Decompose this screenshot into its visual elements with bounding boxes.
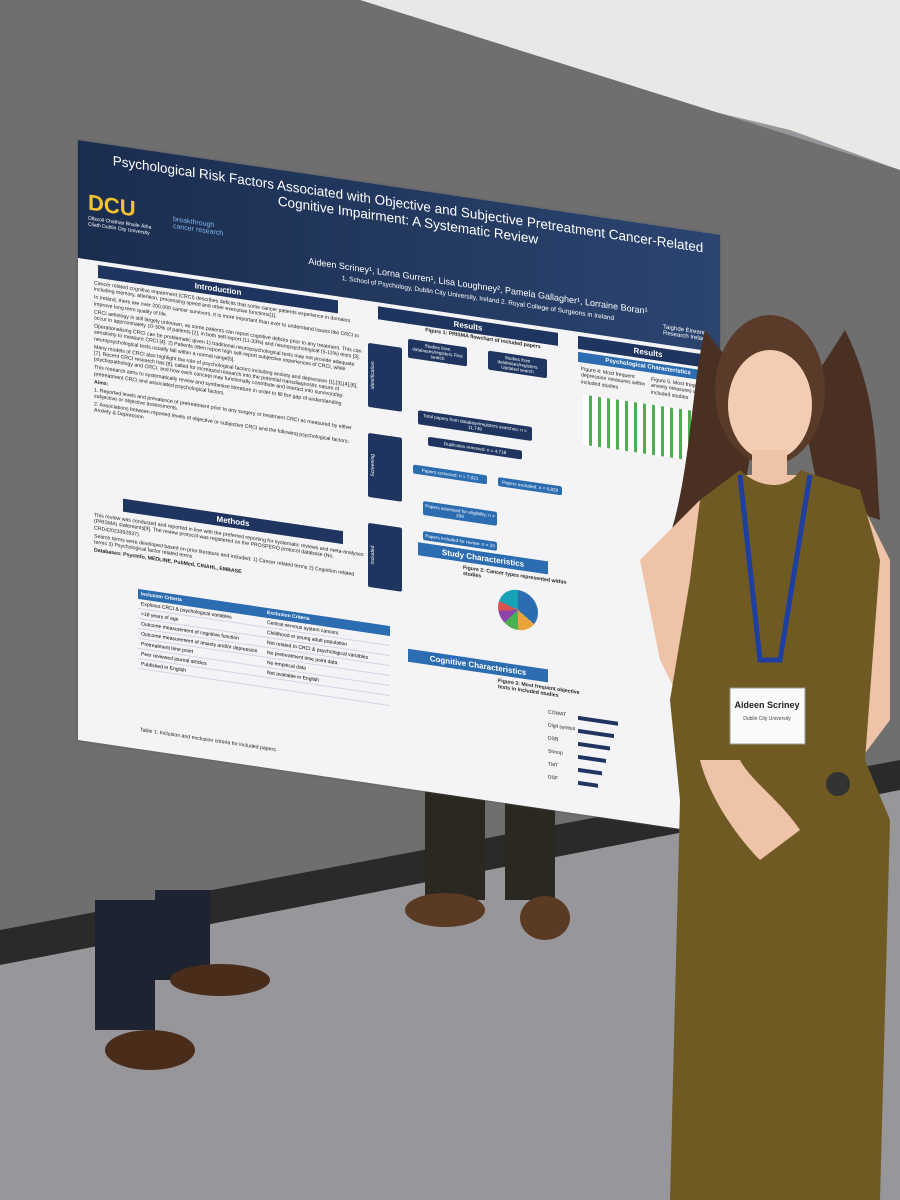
lanyard (737, 474, 813, 663)
shoe (170, 964, 270, 996)
visitor-leg (425, 790, 485, 900)
watch (826, 772, 850, 796)
hands (700, 760, 800, 860)
ceiling (240, 0, 900, 170)
face (728, 350, 812, 460)
visitor-leg (95, 900, 155, 1030)
shoe (520, 896, 570, 940)
shoe (405, 893, 485, 927)
visitor-leg (155, 890, 210, 980)
shoe (105, 1030, 195, 1070)
name-badge (729, 687, 806, 745)
badge-name: Aideen Scriney (734, 700, 799, 710)
badge-org: Dublin City University (743, 716, 791, 722)
